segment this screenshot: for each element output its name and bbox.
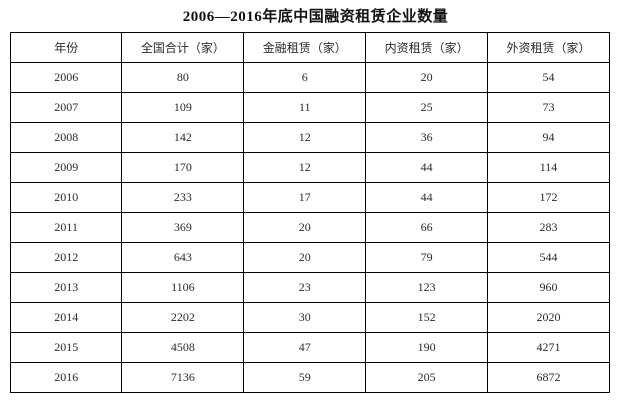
value-cell: 23: [243, 272, 367, 303]
value-cell: 20: [243, 212, 367, 243]
value-cell: 170: [121, 152, 245, 183]
value-cell: 59: [243, 362, 367, 393]
table-row: 2013 1106 23 123 960: [9, 272, 610, 303]
table-row: 2008 142 12 36 94: [9, 122, 610, 153]
year-cell: 2016: [9, 362, 123, 393]
year-cell: 2014: [9, 302, 123, 333]
value-cell: 643: [121, 242, 245, 273]
value-cell: 172: [487, 182, 610, 213]
value-cell: 47: [243, 332, 367, 363]
value-cell: 6872: [487, 362, 610, 393]
table-row: 2016 7136 59 205 6872: [9, 362, 610, 393]
value-cell: 109: [121, 92, 245, 123]
value-cell: 25: [365, 92, 489, 123]
value-cell: 11: [243, 92, 367, 123]
year-cell: 2006: [9, 62, 123, 93]
column-header: 内资租赁（家）: [365, 32, 489, 63]
column-header: 金融租赁（家）: [243, 32, 367, 63]
value-cell: 544: [487, 242, 610, 273]
value-cell: 12: [243, 122, 367, 153]
value-cell: 12: [243, 152, 367, 183]
value-cell: 20: [365, 62, 489, 93]
column-header: 全国合计（家）: [121, 32, 245, 63]
value-cell: 114: [487, 152, 610, 183]
year-cell: 2009: [9, 152, 123, 183]
value-cell: 44: [365, 182, 489, 213]
value-cell: 190: [365, 332, 489, 363]
value-cell: 960: [487, 272, 610, 303]
value-cell: 30: [243, 302, 367, 333]
table-row: 2012 643 20 79 544: [9, 242, 610, 273]
value-cell: 54: [487, 62, 610, 93]
value-cell: 2020: [487, 302, 610, 333]
table-row: 2007 109 11 25 73: [9, 92, 610, 123]
value-cell: 152: [365, 302, 489, 333]
column-header: 外资租赁（家）: [487, 32, 610, 63]
year-cell: 2008: [9, 122, 123, 153]
table-row: 2011 369 20 66 283: [9, 212, 610, 243]
value-cell: 73: [487, 92, 610, 123]
data-table: 年份 全国合计（家） 金融租赁（家） 内资租赁（家） 外资租赁（家） 2006 80 6 20…: [9, 32, 610, 393]
column-header: 年份: [9, 32, 123, 63]
value-cell: 79: [365, 242, 489, 273]
value-cell: 17: [243, 182, 367, 213]
value-cell: 142: [121, 122, 245, 153]
year-cell: 2015: [9, 332, 123, 363]
value-cell: 1106: [121, 272, 245, 303]
year-cell: 2010: [9, 182, 123, 213]
value-cell: 4271: [487, 332, 610, 363]
year-cell: 2007: [9, 92, 123, 123]
header-row: 年份 全国合计（家） 金融租赁（家） 内资租赁（家） 外资租赁（家）: [9, 32, 610, 63]
value-cell: 66: [365, 212, 489, 243]
value-cell: 2202: [121, 302, 245, 333]
table-title: 2006—2016年底中国融资租赁企业数量: [182, 9, 449, 25]
value-cell: 7136: [121, 362, 245, 393]
value-cell: 94: [487, 122, 610, 153]
value-cell: 4508: [121, 332, 245, 363]
value-cell: 6: [243, 62, 367, 93]
value-cell: 36: [365, 122, 489, 153]
year-cell: 2012: [9, 242, 123, 273]
table-body: 2006 80 6 20 54 2007 109 11 25 73 2008 142 12 36 94 200…: [9, 62, 610, 393]
value-cell: 80: [121, 62, 245, 93]
value-cell: 283: [487, 212, 610, 243]
table-row: 2009 170 12 44 114: [9, 152, 610, 183]
value-cell: 123: [365, 272, 489, 303]
value-cell: 44: [365, 152, 489, 183]
year-cell: 2013: [9, 272, 123, 303]
value-cell: 369: [121, 212, 245, 243]
table-row: 2014 2202 30 152 2020: [9, 302, 610, 333]
table-row: 2010 233 17 44 172: [9, 182, 610, 213]
value-cell: 233: [121, 182, 245, 213]
table-row: 2015 4508 47 190 4271: [9, 332, 610, 363]
value-cell: 20: [243, 242, 367, 273]
year-cell: 2011: [9, 212, 123, 243]
table-row: 2006 80 6 20 54: [9, 62, 610, 93]
value-cell: 205: [365, 362, 489, 393]
